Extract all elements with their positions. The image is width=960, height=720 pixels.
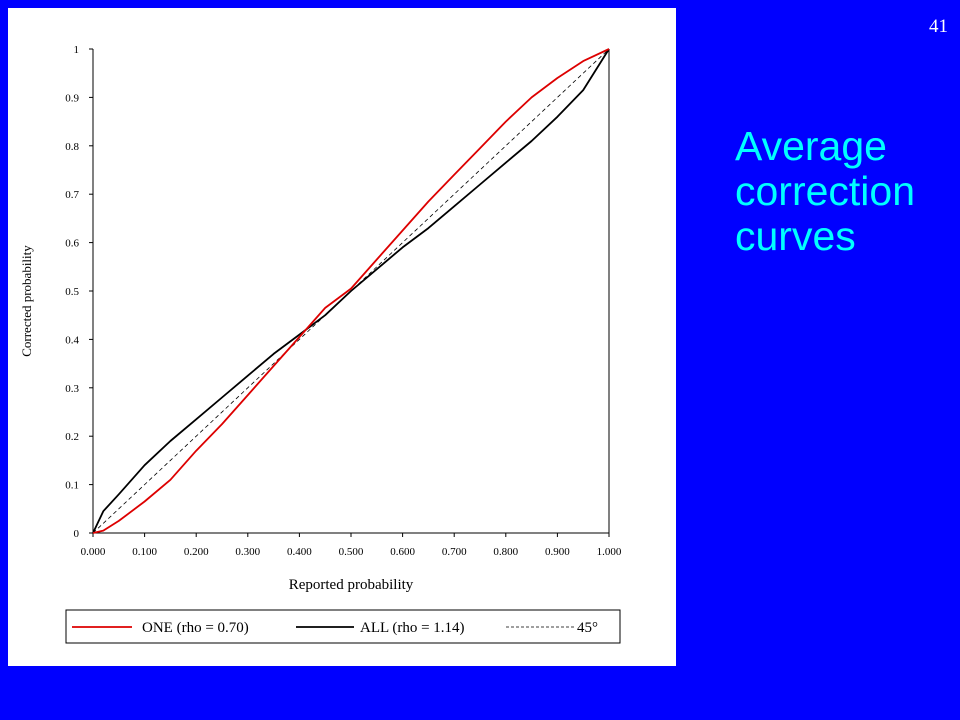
x-tick-label: 0.700 bbox=[442, 546, 467, 558]
x-tick-label: 0.000 bbox=[81, 546, 106, 558]
legend-items: ONE (rho = 0.70) ALL (rho = 1.14) 45° bbox=[72, 620, 598, 636]
y-axis-title: Corrected probability bbox=[19, 245, 34, 357]
x-axis-title: Reported probability bbox=[289, 577, 414, 593]
slide-title-line: Average bbox=[735, 123, 887, 169]
chart: 0 0.1 0.2 0.3 0.4 0.5 0.6 0.7 0.8 0.9 1 0.000 0.100… bbox=[19, 44, 622, 644]
legend-label: ALL (rho = 1.14) bbox=[360, 620, 465, 636]
y-tick-label: 0.4 bbox=[65, 334, 79, 346]
x-tick-label: 1.000 bbox=[597, 546, 622, 558]
x-tick-label: 0.400 bbox=[287, 546, 312, 558]
y-tick-label: 0.1 bbox=[65, 480, 79, 492]
chart-panel: 0 0.1 0.2 0.3 0.4 0.5 0.6 0.7 0.8 0.9 1 0.000 0.100… bbox=[8, 8, 676, 666]
x-tick-label: 0.300 bbox=[235, 546, 260, 558]
x-tick-label: 0.800 bbox=[493, 546, 518, 558]
x-ticks: 0.000 0.100 0.200 0.300 0.400 0.500 0.600 0.700… bbox=[81, 533, 622, 558]
legend-label: ONE (rho = 0.70) bbox=[142, 620, 249, 636]
x-tick-label: 0.600 bbox=[390, 546, 415, 558]
slide-number: 41 bbox=[929, 16, 948, 37]
y-tick-label: 0.8 bbox=[65, 141, 79, 153]
legend-label: 45° bbox=[577, 620, 598, 636]
y-tick-label: 0.2 bbox=[65, 431, 79, 443]
slide-title-line: curves bbox=[735, 213, 856, 259]
y-ticks: 0 0.1 0.2 0.3 0.4 0.5 0.6 0.7 0.8 0.9 1 bbox=[65, 44, 93, 540]
series-one-line bbox=[92, 48, 610, 534]
y-tick-label: 0 bbox=[74, 528, 80, 540]
x-tick-label: 0.100 bbox=[132, 546, 157, 558]
series-lines bbox=[92, 48, 610, 534]
slide-title-line: correction bbox=[735, 168, 916, 214]
slide-title: Average correction curves bbox=[735, 124, 950, 259]
y-tick-label: 0.5 bbox=[65, 286, 79, 298]
y-tick-label: 0.6 bbox=[65, 238, 79, 250]
y-tick-label: 0.9 bbox=[65, 92, 79, 104]
y-tick-label: 0.7 bbox=[65, 189, 79, 201]
x-tick-label: 0.200 bbox=[184, 546, 209, 558]
series-all-line bbox=[92, 48, 610, 534]
y-tick-label: 0.3 bbox=[65, 383, 79, 395]
legend: ONE (rho = 0.70) ALL (rho = 1.14) 45° bbox=[65, 609, 621, 644]
y-tick-label: 1 bbox=[74, 44, 80, 56]
x-tick-label: 0.900 bbox=[545, 546, 570, 558]
x-tick-label: 0.500 bbox=[339, 546, 364, 558]
